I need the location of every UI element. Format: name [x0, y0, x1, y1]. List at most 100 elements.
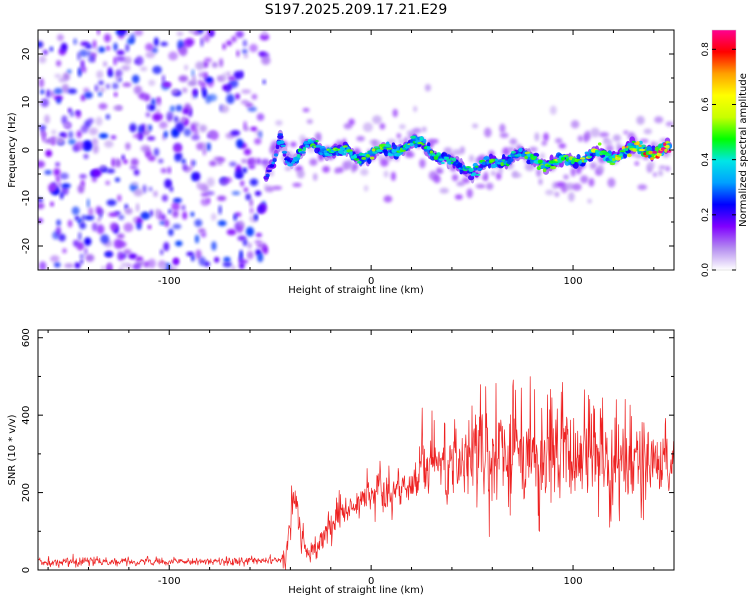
noise-blob	[243, 187, 249, 193]
noise-blob	[254, 190, 262, 196]
noise-blob	[175, 240, 183, 247]
noise-blob	[187, 80, 197, 87]
ridge-halo	[558, 143, 567, 149]
noise-blob	[193, 171, 201, 181]
noise-blob	[149, 209, 153, 217]
noise-blob	[183, 128, 192, 137]
ridge-cell	[612, 157, 616, 162]
snr-line	[38, 376, 674, 570]
ridge-halo	[603, 138, 613, 146]
noise-blob	[60, 42, 68, 52]
noise-blob	[242, 239, 248, 247]
noise-blob	[92, 39, 97, 49]
noise-blob	[222, 43, 226, 50]
colorbar-tick-label: 0.4	[701, 152, 711, 167]
noise-blob	[84, 237, 92, 246]
ridge-halo	[509, 138, 518, 146]
ridge-cell	[608, 156, 614, 159]
noise-blob	[79, 49, 88, 57]
ridge-cell	[354, 158, 360, 161]
ridge-cell	[583, 159, 588, 163]
noise-blob	[164, 219, 170, 228]
ridge-cell	[511, 150, 516, 154]
noise-blob	[248, 164, 256, 169]
noise-blob	[78, 67, 82, 77]
noise-blob	[98, 92, 102, 97]
ridge-cell	[579, 157, 586, 160]
ridge-halo	[437, 168, 444, 174]
noise-blob	[106, 168, 115, 174]
noise-blob	[124, 204, 128, 210]
ridge-cell	[296, 154, 301, 158]
ridge-halo	[634, 161, 639, 166]
ridge-cell	[367, 158, 372, 165]
ridge-halo	[459, 146, 465, 155]
ridge-halo	[570, 120, 580, 129]
noise-blob	[79, 174, 87, 179]
noise-blob	[173, 257, 179, 265]
noise-blob	[226, 228, 237, 236]
ridge-cell	[540, 164, 547, 169]
noise-blob	[146, 136, 156, 141]
ridge-halo	[543, 132, 549, 142]
ridge-cell	[394, 153, 401, 157]
ridge-halo	[302, 107, 310, 113]
ridge-cell	[465, 166, 472, 169]
ridge-halo	[577, 135, 584, 142]
noise-blob	[186, 251, 194, 257]
ridge-cell	[304, 144, 310, 148]
ridge-halo	[390, 171, 396, 181]
ridge-halo	[607, 177, 616, 188]
y-tick-label: -20	[21, 238, 32, 254]
noise-blob	[140, 211, 151, 220]
ridge-halo	[398, 139, 403, 145]
noise-blob	[113, 105, 123, 111]
noise-blob	[223, 256, 231, 263]
noise-blob	[56, 60, 62, 67]
noise-blob	[143, 261, 150, 267]
noise-blob	[208, 93, 218, 102]
x-tick-label: 0	[368, 276, 374, 287]
noise-blob	[136, 221, 142, 230]
noise-blob	[55, 226, 62, 236]
ridge-cell	[303, 141, 308, 145]
x-tick-label: 100	[564, 576, 583, 587]
noise-blob	[256, 113, 265, 121]
ridge-cell	[391, 149, 396, 153]
colorbar-tick-label: 0.0	[701, 263, 711, 278]
ridge-halo	[665, 121, 674, 127]
ridge-halo	[404, 151, 415, 158]
noise-blob	[121, 65, 131, 71]
ridge-cell	[584, 151, 590, 155]
ridge-halo	[452, 149, 462, 156]
ridge-halo	[352, 162, 359, 171]
noise-blob	[74, 215, 80, 221]
noise-blob	[233, 213, 237, 221]
noise-blob	[98, 46, 106, 53]
noise-blob	[54, 73, 62, 79]
ridge-halo	[456, 181, 465, 187]
noise-blob	[85, 43, 93, 50]
noise-blob	[98, 80, 104, 86]
noise-blob	[115, 69, 123, 77]
ridge-halo	[433, 174, 441, 184]
ridge-cell	[444, 156, 450, 160]
ridge-cell	[468, 167, 474, 172]
ridge-halo	[363, 185, 369, 192]
noise-blob	[217, 157, 226, 162]
ridge-cell	[400, 149, 406, 152]
noise-blob	[254, 213, 258, 221]
noise-blob	[204, 71, 208, 82]
noise-blob	[131, 182, 139, 186]
noise-blob	[38, 197, 44, 203]
noise-blob	[125, 142, 131, 151]
noise-blob	[172, 210, 179, 218]
ridge-cell	[476, 167, 483, 171]
noise-blob	[164, 130, 168, 138]
ridge-halo	[588, 178, 595, 187]
ridge-cell	[319, 152, 323, 156]
noise-blob	[40, 89, 45, 95]
ridge-halo	[469, 154, 474, 163]
noise-blob	[259, 33, 270, 41]
